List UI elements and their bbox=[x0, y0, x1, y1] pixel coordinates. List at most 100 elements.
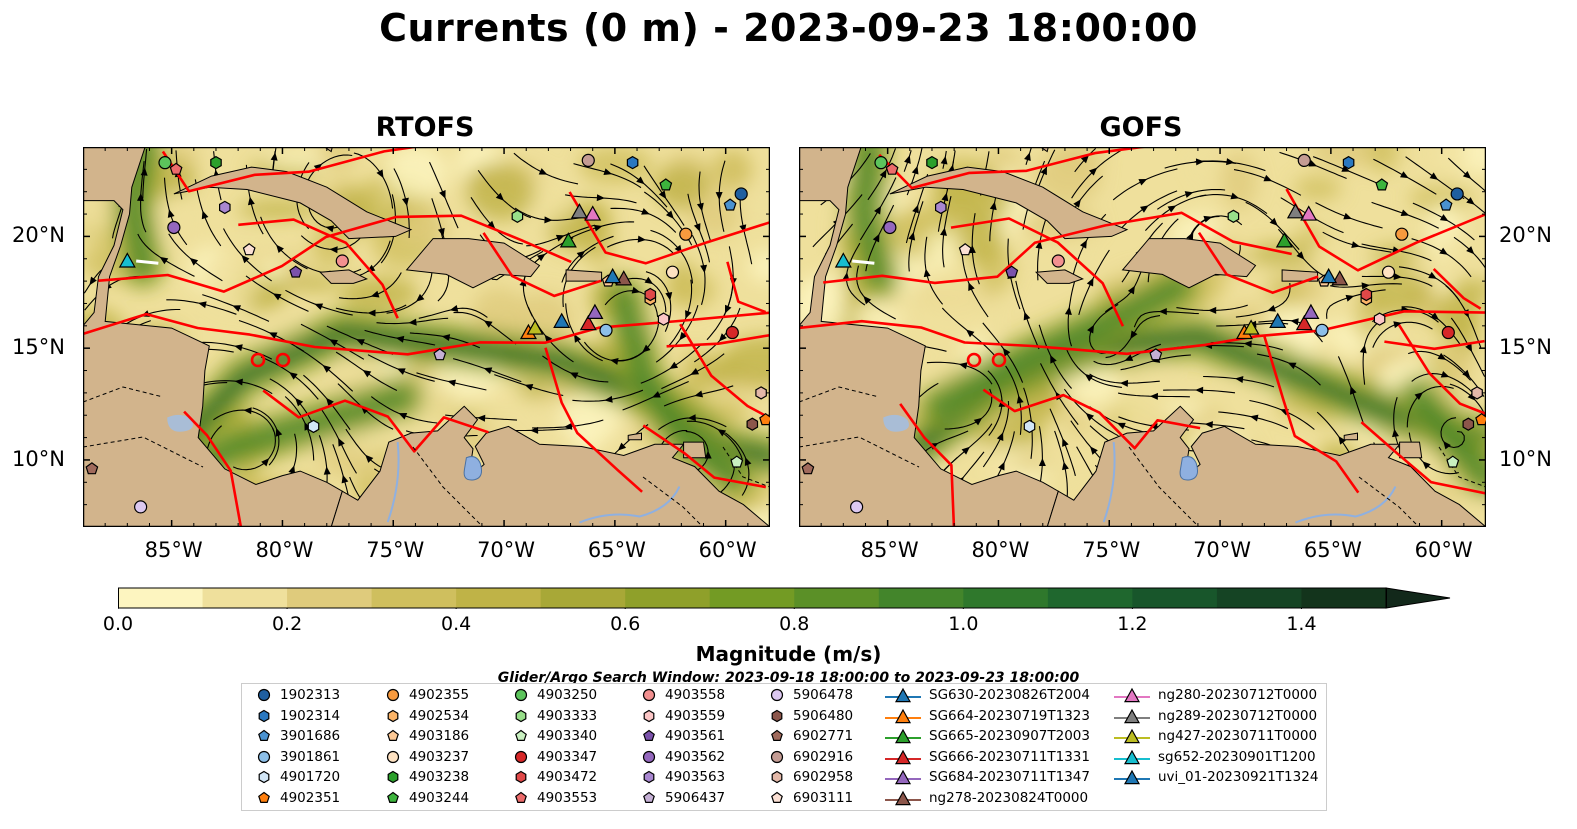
legend-item: ng280-20230712T0000 bbox=[1114, 685, 1317, 705]
legend-label: 4903186 bbox=[409, 728, 470, 745]
colorbar-bin bbox=[1216, 588, 1302, 608]
marker-6902958 bbox=[755, 386, 767, 400]
lon-tick-label: 85°W bbox=[860, 538, 919, 562]
marker-4903553 bbox=[169, 162, 183, 175]
legend-marker-pentagon-icon bbox=[643, 791, 655, 803]
legend-label: 5906437 bbox=[665, 790, 726, 806]
lon-tick-label: 70°W bbox=[477, 538, 536, 562]
marker-4903472 bbox=[644, 287, 657, 302]
marker-4903250 bbox=[158, 156, 172, 170]
marker-4903558 bbox=[335, 254, 349, 268]
legend-label: 4903340 bbox=[537, 728, 598, 745]
legend-label: 4903237 bbox=[409, 748, 470, 765]
legend-label: 3901686 bbox=[280, 728, 341, 745]
marker-5906478 bbox=[134, 500, 148, 514]
legend-label: SG684-20230711T1347 bbox=[929, 769, 1090, 786]
marker-ng289-20230712T0000 bbox=[1286, 203, 1304, 219]
legend-label: ng289-20230712T0000 bbox=[1158, 707, 1318, 724]
legend-marker-triangle-icon bbox=[885, 728, 921, 744]
colorbar-tick-label: 0.2 bbox=[271, 613, 303, 635]
marker-6902771 bbox=[801, 462, 815, 475]
float-glider-markers bbox=[801, 153, 1486, 514]
legend-marker-pentagon-icon bbox=[387, 791, 399, 803]
marker-4903561 bbox=[1005, 265, 1019, 278]
marker-4903237 bbox=[1381, 265, 1396, 279]
marker-4903237 bbox=[665, 265, 680, 279]
marker-4903562 bbox=[167, 220, 181, 235]
marker-4903563 bbox=[219, 200, 231, 215]
legend-marker-pentagon-icon bbox=[258, 791, 270, 803]
legend-label: 4903553 bbox=[537, 790, 598, 806]
legend-item: ng289-20230712T0000 bbox=[1114, 706, 1317, 726]
colorbar-bin bbox=[709, 588, 795, 608]
legend-marker-circle-icon bbox=[514, 750, 528, 763]
legend-label: 4903238 bbox=[409, 769, 470, 786]
marker-SG684-20230711T1347 bbox=[1302, 303, 1320, 320]
lon-tick-label: 80°W bbox=[255, 538, 314, 562]
eez-boundaries bbox=[83, 147, 770, 527]
legend-label: 4902351 bbox=[280, 790, 341, 806]
legend-item: 4903559 bbox=[641, 706, 725, 726]
legend-item: ng427-20230711T0000 bbox=[1114, 726, 1317, 746]
lon-tick-label: 75°W bbox=[1082, 538, 1141, 562]
colorbar-bin bbox=[371, 588, 457, 608]
legend-marker-hexagon-icon bbox=[258, 771, 270, 784]
legend-item: 4903237 bbox=[385, 747, 469, 767]
legend-item: 1902314 bbox=[256, 706, 340, 726]
legend-item: 4903472 bbox=[513, 767, 597, 787]
legend-item: 4903244 bbox=[385, 788, 469, 808]
lon-tick-label: 60°W bbox=[1414, 538, 1473, 562]
marker-6902916 bbox=[581, 153, 595, 168]
legend-label: 4903333 bbox=[537, 707, 598, 724]
legend-item: 3901686 bbox=[256, 726, 340, 746]
colorbar-tick-label: 0.6 bbox=[610, 613, 641, 635]
colorbar-tick-label: 1.2 bbox=[1117, 613, 1148, 635]
legend-marker-hexagon-icon bbox=[771, 709, 783, 722]
marker-SG630-20230826T2004 bbox=[1269, 312, 1287, 328]
colorbar-bin bbox=[202, 588, 288, 608]
colorbar bbox=[118, 587, 1451, 609]
legend-item: SG665-20230907T2003 bbox=[885, 726, 1090, 746]
legend-label: 6902771 bbox=[793, 728, 854, 745]
map-panel-rtofs[interactable] bbox=[83, 147, 770, 527]
legend-label: 1902313 bbox=[280, 687, 341, 703]
eez-boundaries bbox=[799, 147, 1486, 527]
marker-SG684-20230711T1347 bbox=[586, 303, 604, 320]
marker-6902916 bbox=[1297, 153, 1311, 168]
legend-marker-hexagon-icon bbox=[515, 771, 527, 784]
map-panel-gofs[interactable] bbox=[799, 147, 1486, 527]
marker-4903244 bbox=[659, 178, 673, 191]
marker-SG665-20230907T2003 bbox=[1275, 232, 1293, 248]
legend-marker-pentagon-icon bbox=[643, 729, 655, 742]
lake-maracaibo bbox=[1179, 456, 1199, 481]
legend-label: 1902314 bbox=[280, 707, 341, 724]
colorbar-bin bbox=[540, 588, 626, 608]
colorbar-tick-label: 0.4 bbox=[441, 613, 472, 635]
legend-item: 6903111 bbox=[769, 788, 853, 808]
marker-4903238 bbox=[210, 155, 222, 170]
legend-marker-triangle-icon bbox=[1114, 770, 1150, 785]
country-borders bbox=[83, 386, 770, 527]
legend-item: 4903561 bbox=[641, 726, 725, 746]
legend-marker-circle-icon bbox=[257, 750, 271, 763]
legend-item: 4902534 bbox=[385, 706, 469, 726]
legend-label: uvi_01-20230921T1324 bbox=[1158, 769, 1319, 786]
panel-title-gofs: GOFS bbox=[1099, 112, 1183, 143]
legend-item: 1902313 bbox=[256, 685, 340, 705]
float-glider-markers bbox=[85, 153, 770, 514]
marker-4903561 bbox=[289, 265, 303, 278]
marker-4903472 bbox=[1360, 287, 1373, 302]
legend-item: SG664-20230719T1323 bbox=[885, 706, 1090, 726]
marker-uvi_01-20230921T1324 bbox=[1320, 267, 1338, 284]
marker-4903347 bbox=[725, 325, 739, 340]
colorbar-tick-label: 0.0 bbox=[102, 613, 134, 635]
legend-label: 4903472 bbox=[537, 769, 598, 786]
marker-ng427-20230711T0000 bbox=[1242, 319, 1260, 335]
marker-4903333 bbox=[1227, 209, 1240, 223]
marker-3901686 bbox=[723, 198, 737, 211]
marker-4903559 bbox=[657, 312, 670, 326]
legend-item: 5906480 bbox=[769, 706, 853, 726]
legend-item: 3901861 bbox=[256, 747, 340, 767]
legend-label: sg652-20230901T1200 bbox=[1158, 748, 1316, 765]
marker-4903333 bbox=[511, 209, 524, 223]
